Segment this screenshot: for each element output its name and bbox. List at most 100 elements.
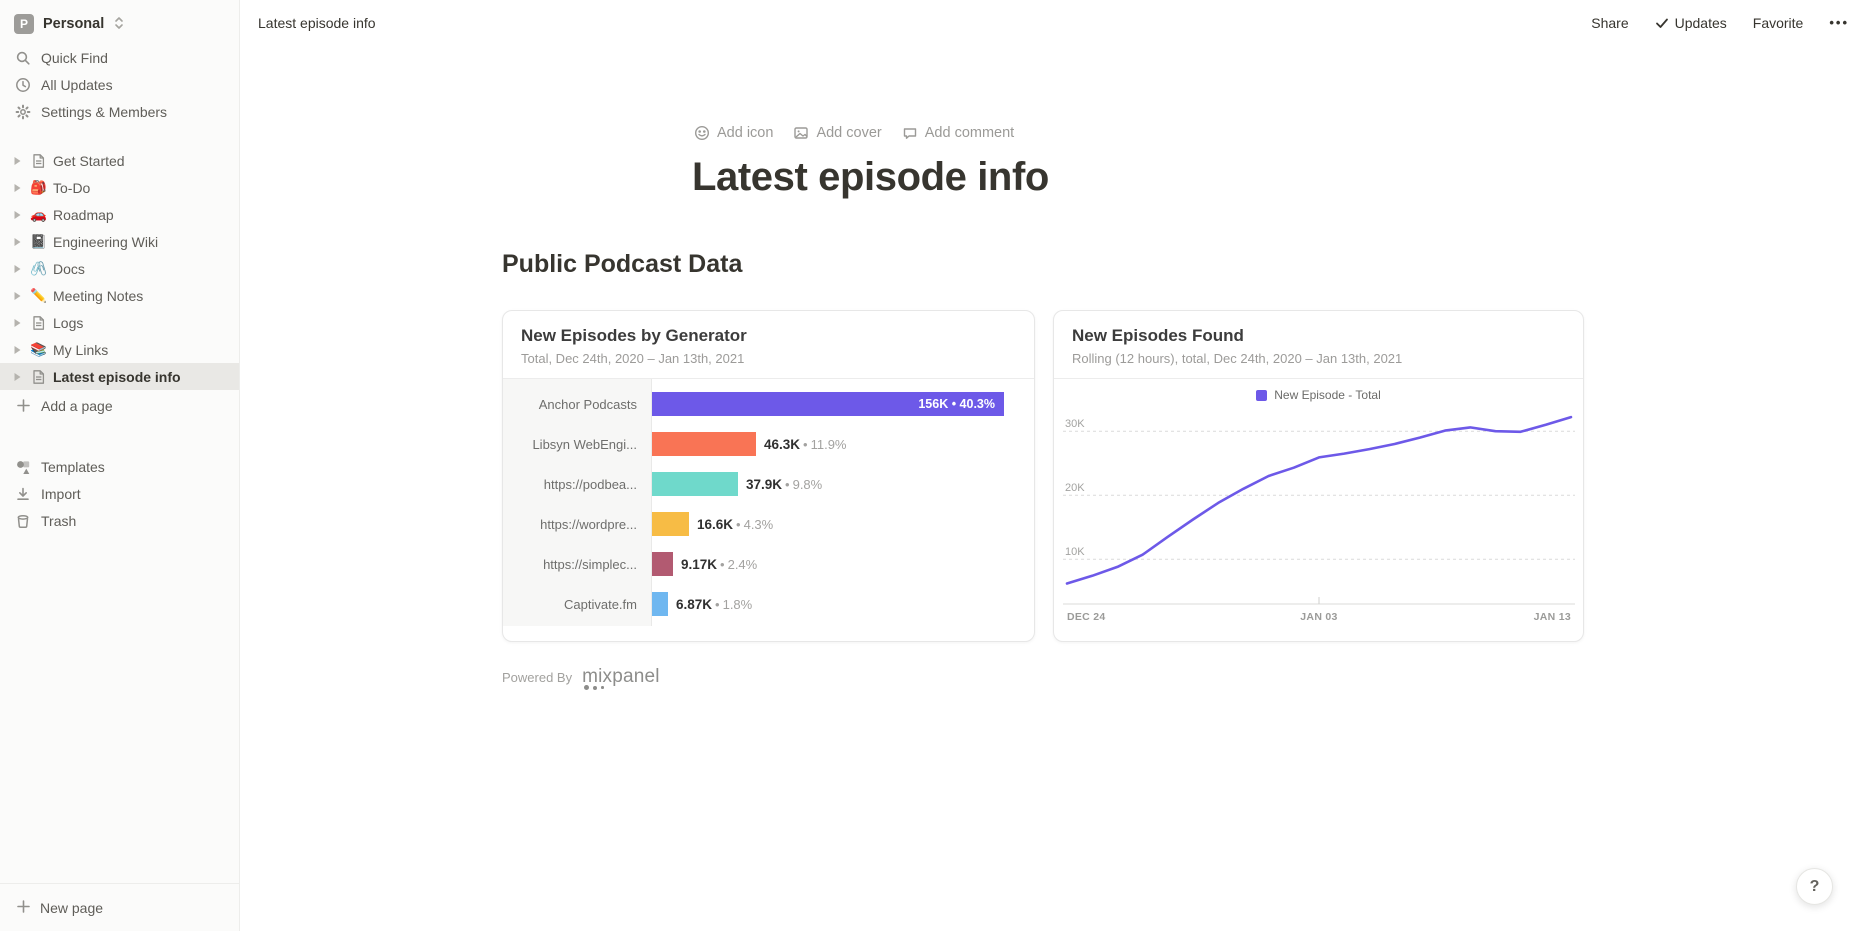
sidebar-page-latest-episode-info[interactable]: Latest episode info — [0, 363, 239, 390]
expand-toggle-icon[interactable] — [10, 208, 24, 222]
backpack-emoji-icon: 🎒 — [30, 179, 47, 195]
share-button[interactable]: Share — [1591, 14, 1629, 31]
sidebar-page-to-do[interactable]: 🎒 To-Do — [0, 174, 239, 201]
bar-value-label: 46.3K • 11.9% — [764, 436, 847, 452]
section-heading[interactable]: Public Podcast Data — [502, 250, 743, 278]
sidebar-page-docs[interactable]: 🖇️ Docs — [0, 255, 239, 282]
sidebar-page-get-started[interactable]: Get Started — [0, 147, 239, 174]
pencil-emoji-icon: ✏️ — [30, 287, 47, 303]
y-axis-tick-label: 30K — [1065, 418, 1085, 430]
bar-chart-card[interactable]: New Episodes by Generator Total, Dec 24t… — [502, 310, 1035, 642]
bar-value-label: 9.17K • 2.4% — [681, 556, 758, 572]
sidebar-page-meeting-notes[interactable]: ✏️ Meeting Notes — [0, 282, 239, 309]
sidebar-page-label: My Links — [53, 341, 109, 358]
sidebar-page-engineering-wiki[interactable]: 📓 Engineering Wiki — [0, 228, 239, 255]
expand-toggle-icon[interactable] — [10, 181, 24, 195]
sidebar-page-label: Latest episode info — [53, 368, 181, 385]
sidebar-item-templates[interactable]: Templates — [0, 453, 239, 480]
topbar: Latest episode info Share Updates Favori… — [240, 0, 1863, 45]
sidebar-page-label: Docs — [53, 260, 85, 277]
bar-track: 46.3K • 11.9% — [651, 432, 1034, 456]
bar-segment[interactable] — [652, 552, 673, 576]
bar-chart-header: New Episodes by Generator Total, Dec 24t… — [503, 311, 1034, 379]
bar-category-label: https://wordpre... — [540, 516, 637, 532]
sidebar-page-my-links[interactable]: 📚 My Links — [0, 336, 239, 363]
bar-row[interactable]: Captivate.fm 6.87K • 1.8% — [503, 584, 1034, 624]
page-title[interactable]: Latest episode info — [692, 155, 1049, 199]
sidebar-item-all-updates[interactable]: All Updates — [0, 71, 239, 98]
bar-category-label: Anchor Podcasts — [538, 396, 637, 412]
topbar-actions: Share Updates Favorite ••• — [1591, 15, 1849, 31]
expand-toggle-icon[interactable] — [10, 154, 24, 168]
mixpanel-logo[interactable]: mixpanel — [582, 666, 660, 690]
sidebar-item-label: Templates — [41, 458, 105, 475]
page-body: Public Podcast Data New Episodes by Gene… — [502, 250, 1588, 690]
expand-toggle-icon[interactable] — [10, 370, 24, 384]
line-chart-plot: 10K 20K 30K DEC 24 JAN 03 JAN 13 — [1054, 402, 1583, 629]
bar-category-label: Captivate.fm — [564, 596, 637, 612]
bar-row[interactable]: https://wordpre... 16.6K • 4.3% — [503, 504, 1034, 544]
sidebar-page-label: Engineering Wiki — [53, 233, 159, 250]
favorite-button[interactable]: Favorite — [1752, 14, 1804, 31]
bar-chart-plot: Anchor Podcasts 156K • 40.3% Libsyn WebEng… — [503, 379, 1034, 626]
more-button[interactable]: ••• — [1829, 15, 1849, 30]
main-area: Latest episode info Share Updates Favori… — [240, 0, 1863, 931]
new-page-button[interactable]: New page — [0, 883, 239, 931]
sidebar-item-trash[interactable]: Trash — [0, 507, 239, 534]
plus-icon — [16, 899, 31, 917]
add-icon-button[interactable]: Add icon — [694, 125, 773, 141]
new-page-label: New page — [40, 899, 104, 916]
sidebar-item-quick-find[interactable]: Quick Find — [0, 44, 239, 71]
add-comment-button[interactable]: Add comment — [902, 125, 1014, 141]
trash-icon — [14, 512, 32, 530]
sidebar-item-import[interactable]: Import — [0, 480, 239, 507]
sidebar-menu: Quick Find All Updates Settings & Members — [0, 44, 239, 125]
expand-toggle-icon[interactable] — [10, 289, 24, 303]
bar-row[interactable]: https://podbea... 37.9K • 9.8% — [503, 464, 1034, 504]
add-cover-button[interactable]: Add cover — [793, 125, 882, 141]
workspace-switcher[interactable]: P Personal — [0, 0, 239, 44]
expand-toggle-icon[interactable] — [10, 235, 24, 249]
page-actions: Add icon Add cover Add comment — [694, 125, 1863, 141]
sidebar-item-label: Trash — [41, 512, 77, 529]
bar-segment[interactable]: 156K • 40.3% — [652, 392, 1004, 416]
bar-track: 9.17K • 2.4% — [651, 552, 1034, 576]
x-axis-tick-label: JAN 03 — [1300, 611, 1337, 623]
line-chart-title: New Episodes Found — [1072, 326, 1244, 345]
line-chart-card[interactable]: New Episodes Found Rolling (12 hours), t… — [1053, 310, 1584, 642]
bar-category-label: Libsyn WebEngi... — [532, 436, 637, 452]
bar-segment[interactable] — [652, 592, 668, 616]
sidebar-page-logs[interactable]: Logs — [0, 309, 239, 336]
sidebar-item-settings-members[interactable]: Settings & Members — [0, 98, 239, 125]
sidebar-item-label: Settings & Members — [41, 103, 168, 120]
legend-label: New Episode - Total — [1274, 388, 1381, 402]
bar-row[interactable]: https://simplec... 9.17K • 2.4% — [503, 544, 1034, 584]
expand-toggle-icon[interactable] — [10, 262, 24, 276]
line-series — [1065, 415, 1573, 585]
paperclip-emoji-icon: 🖇️ — [30, 260, 47, 276]
bar-value-label: 156K • 40.3% — [918, 397, 995, 411]
sidebar-page-label: Roadmap — [53, 206, 114, 223]
add-page-button[interactable]: Add a page — [0, 392, 239, 419]
expand-toggle-icon[interactable] — [10, 316, 24, 330]
plus-icon — [14, 397, 32, 415]
bar-value-label: 16.6K • 4.3% — [697, 516, 774, 532]
bar-segment[interactable] — [652, 432, 756, 456]
help-button[interactable]: ? — [1796, 868, 1833, 905]
bar-row[interactable]: Libsyn WebEngi... 46.3K • 11.9% — [503, 424, 1034, 464]
sidebar-item-label: Import — [41, 485, 81, 502]
page-icon — [29, 313, 48, 332]
sidebar-item-label: Quick Find — [41, 49, 108, 66]
bar-segment[interactable] — [652, 512, 689, 536]
sidebar-page-roadmap[interactable]: 🚗 Roadmap — [0, 201, 239, 228]
bar-segment[interactable] — [652, 472, 738, 496]
bar-track: 156K • 40.3% — [651, 392, 1034, 416]
gear-icon — [14, 103, 32, 121]
sidebar-page-label: To-Do — [53, 179, 91, 196]
expand-toggle-icon[interactable] — [10, 343, 24, 357]
sidebar-item-label: All Updates — [41, 76, 113, 93]
breadcrumb[interactable]: Latest episode info — [258, 14, 376, 31]
updates-button[interactable]: Updates — [1655, 15, 1727, 31]
bar-row[interactable]: Anchor Podcasts 156K • 40.3% — [503, 384, 1034, 424]
sidebar: P Personal Quick Find All Updates Settings… — [0, 0, 240, 931]
